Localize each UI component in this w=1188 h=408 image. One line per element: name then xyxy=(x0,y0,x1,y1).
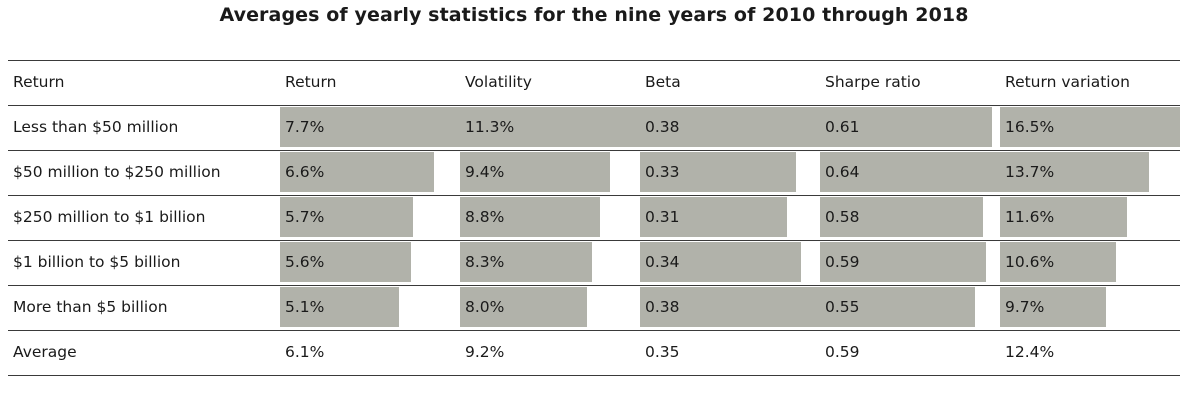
row-rule xyxy=(8,150,1180,151)
data-label: 8.8% xyxy=(465,208,505,226)
data-label: 16.5% xyxy=(1005,118,1055,136)
data-bar xyxy=(820,287,975,327)
data-label: 8.0% xyxy=(465,298,505,316)
data-label: 11.3% xyxy=(465,118,515,136)
data-label: 6.6% xyxy=(285,163,325,181)
data-bar xyxy=(640,152,796,192)
data-bar xyxy=(1000,287,1106,327)
data-bar xyxy=(1000,197,1127,237)
data-label: 10.6% xyxy=(1005,253,1055,271)
data-bar xyxy=(280,107,460,147)
data-label: 0.33 xyxy=(645,163,680,181)
data-bar xyxy=(460,287,587,327)
data-bar xyxy=(460,152,610,192)
data-label: 9.7% xyxy=(1005,298,1045,316)
data-bar xyxy=(460,107,640,147)
data-bar xyxy=(280,287,399,327)
row-label: $1 billion to $5 billion xyxy=(13,253,181,271)
row-label: Less than $50 million xyxy=(13,118,179,136)
column-header: Volatility xyxy=(465,73,532,91)
row-label: $50 million to $250 million xyxy=(13,163,221,181)
average-value: 0.59 xyxy=(825,343,860,361)
average-value: 12.4% xyxy=(1005,343,1055,361)
data-bar xyxy=(640,197,787,237)
data-label: 0.61 xyxy=(825,118,860,136)
table-top-rule xyxy=(8,60,1180,61)
average-row-label: Average xyxy=(13,343,77,361)
row-rule xyxy=(8,195,1180,196)
column-header: Sharpe ratio xyxy=(825,73,921,91)
data-bar xyxy=(1000,242,1116,282)
data-label: 0.64 xyxy=(825,163,860,181)
row-label: $250 million to $1 billion xyxy=(13,208,206,226)
data-label: 5.6% xyxy=(285,253,325,271)
data-label: 5.7% xyxy=(285,208,325,226)
data-bar xyxy=(1000,107,1180,147)
data-label: 11.6% xyxy=(1005,208,1055,226)
data-label: 0.34 xyxy=(645,253,680,271)
data-bar xyxy=(640,107,820,147)
column-header: Return variation xyxy=(1005,73,1130,91)
data-bar xyxy=(1000,152,1149,192)
data-bar xyxy=(280,152,434,192)
row-rule xyxy=(8,240,1180,241)
data-label: 8.3% xyxy=(465,253,505,271)
row-label: More than $5 billion xyxy=(13,298,168,316)
data-label: 7.7% xyxy=(285,118,325,136)
data-label: 0.59 xyxy=(825,253,860,271)
data-bar xyxy=(460,197,600,237)
average-value: 6.1% xyxy=(285,343,325,361)
data-bar xyxy=(820,242,986,282)
chart-title: Averages of yearly statistics for the ni… xyxy=(219,4,969,26)
data-label: 0.31 xyxy=(645,208,680,226)
data-label: 5.1% xyxy=(285,298,325,316)
row-rule xyxy=(8,285,1180,286)
header-rule xyxy=(8,105,1180,106)
data-bar xyxy=(640,242,801,282)
data-label: 0.58 xyxy=(825,208,860,226)
data-label: 13.7% xyxy=(1005,163,1055,181)
average-value: 9.2% xyxy=(465,343,505,361)
data-bar xyxy=(820,197,983,237)
data-label: 0.38 xyxy=(645,118,680,136)
average-value: 0.35 xyxy=(645,343,680,361)
column-header: Return xyxy=(285,73,337,91)
data-label: 0.38 xyxy=(645,298,680,316)
data-bar xyxy=(460,242,592,282)
data-label: 0.55 xyxy=(825,298,860,316)
data-bar xyxy=(820,107,992,147)
data-bar xyxy=(280,242,411,282)
row-header-label: Return xyxy=(13,73,65,91)
table-bottom-rule xyxy=(8,375,1180,376)
column-header: Beta xyxy=(645,73,681,91)
data-bar xyxy=(640,287,820,327)
data-bar xyxy=(280,197,413,237)
data-label: 9.4% xyxy=(465,163,505,181)
row-rule xyxy=(8,330,1180,331)
data-bar xyxy=(820,152,1000,192)
